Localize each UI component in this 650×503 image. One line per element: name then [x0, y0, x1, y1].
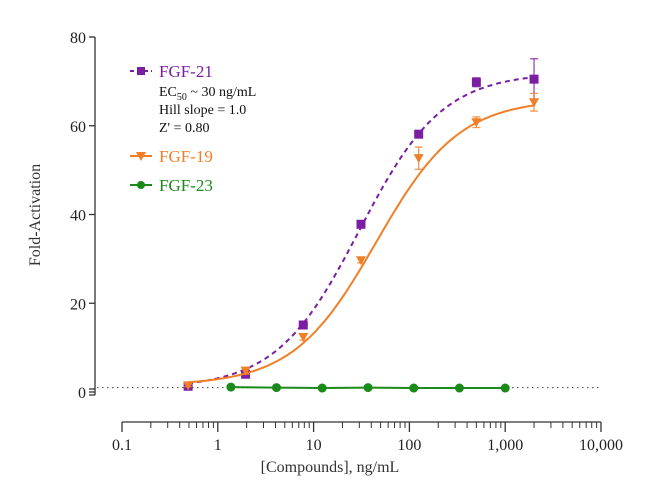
legend-item-fgf23: FGF-23 [130, 176, 213, 195]
data-point [317, 383, 327, 393]
data-point [471, 118, 482, 128]
legend-note-hill: Hill slope = 1.0 [159, 103, 246, 118]
y-axis-label: Fold-Activation [27, 164, 44, 266]
y-tick-label: 80 [70, 30, 86, 47]
series-layer [183, 58, 540, 393]
data-point [298, 332, 309, 342]
data-point [454, 383, 464, 393]
data-point [471, 77, 481, 87]
x-tick-label: 0.1 [112, 437, 132, 454]
x-tick-label: 1,000 [487, 437, 523, 454]
y-tick-label: 60 [70, 119, 86, 136]
data-point [500, 383, 510, 393]
circle-marker-icon [137, 181, 145, 189]
data-point [272, 383, 282, 393]
data-point [356, 219, 366, 229]
data-point [414, 129, 424, 139]
data-point [529, 98, 540, 108]
square-marker-icon [137, 67, 145, 75]
legend-note-z: Z' = 0.80 [159, 121, 209, 136]
data-point [298, 320, 308, 330]
series-fgf-23 [226, 382, 510, 393]
data-point [226, 382, 236, 392]
y-tick-label: 20 [70, 296, 86, 313]
y-tick-label: 0 [78, 385, 86, 402]
fit-curve [187, 104, 535, 384]
x-tick-label: 100 [397, 437, 421, 454]
data-point [363, 383, 373, 393]
y-axis: 0 20 40 60 80 Fold-Activation [27, 30, 96, 402]
legend-label-fgf19: FGF-19 [159, 147, 213, 166]
legend: FGF-21 EC50 ~ 30 ng/mL Hill slope = 1.0 … [130, 62, 256, 195]
legend-label-fgf23: FGF-23 [159, 176, 213, 195]
x-tick-label: 1 [214, 437, 222, 454]
legend-label-fgf21: FGF-21 [159, 62, 213, 81]
x-tick-label: 10 [306, 437, 322, 454]
data-point [529, 74, 539, 84]
legend-note-ec50: EC50 ~ 30 ng/mL [159, 85, 256, 103]
fit-curve [187, 76, 535, 385]
x-axis-label: [Compounds], ng/mL [261, 459, 400, 476]
x-tick-label: 10,000 [579, 437, 623, 454]
data-point [356, 256, 367, 266]
triangle-down-marker-icon [136, 152, 146, 161]
data-point [183, 381, 194, 391]
y-tick-label: 40 [70, 208, 86, 225]
legend-item-fgf21: FGF-21 EC50 ~ 30 ng/mL Hill slope = 1.0 … [130, 62, 256, 136]
x-axis: 0.1 1 10 100 1,000 10,000 [Compounds], ng/mL [112, 421, 623, 476]
legend-item-fgf19: FGF-19 [130, 147, 213, 166]
data-point [409, 383, 419, 393]
data-point [240, 366, 251, 376]
series-fgf-19 [183, 92, 540, 391]
data-point [413, 154, 424, 164]
